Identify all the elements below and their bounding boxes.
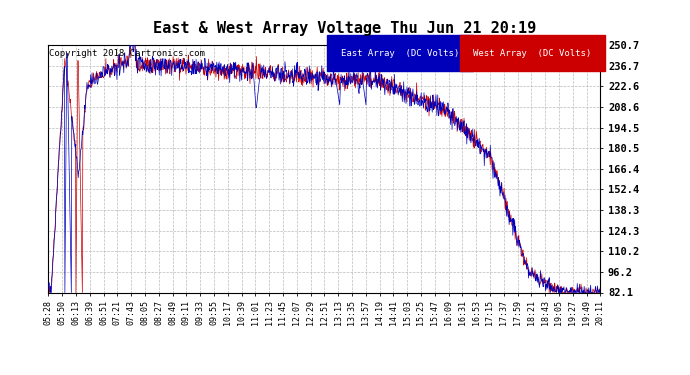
Text: West Array  (DC Volts): West Array (DC Volts) (473, 49, 591, 58)
Text: Copyright 2018 Cartronics.com: Copyright 2018 Cartronics.com (49, 49, 205, 58)
Text: East Array  (DC Volts): East Array (DC Volts) (341, 49, 459, 58)
Text: East & West Array Voltage Thu Jun 21 20:19: East & West Array Voltage Thu Jun 21 20:… (153, 21, 537, 36)
